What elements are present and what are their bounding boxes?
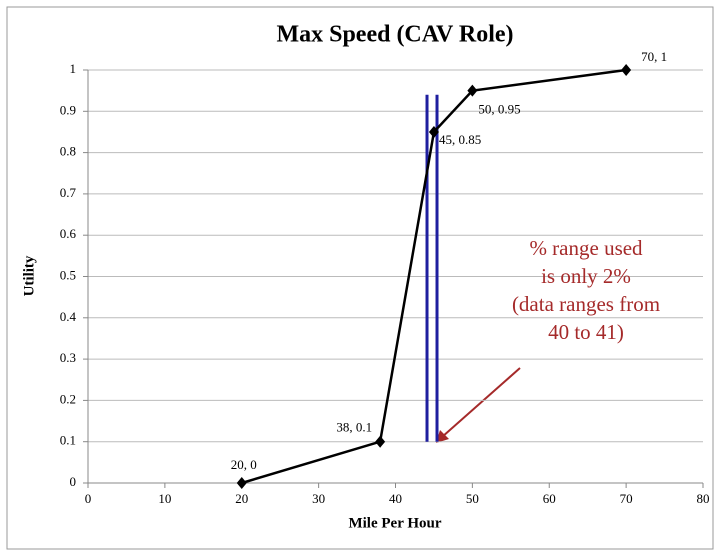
data-point	[428, 125, 439, 138]
x-tick-label: 0	[85, 491, 92, 506]
x-tick-label: 80	[697, 491, 710, 506]
y-tick-label: 0.8	[60, 144, 76, 159]
y-tick-label: 0.9	[60, 102, 76, 117]
x-tick-label: 50	[466, 491, 479, 506]
data-point	[236, 477, 247, 489]
x-tick-label: 20	[235, 491, 248, 506]
annotation-text: (data ranges from	[512, 292, 660, 316]
annotation-text: 40 to 41)	[548, 320, 624, 344]
y-tick-label: 1	[70, 61, 77, 76]
y-tick-label: 0.4	[60, 309, 77, 324]
annotation-arrowhead	[436, 430, 449, 443]
y-tick-label: 0.2	[60, 391, 76, 406]
y-tick-label: 0.1	[60, 433, 76, 448]
x-tick-label: 60	[543, 491, 556, 506]
data-label: 38, 0.1	[336, 420, 372, 435]
data-label: 70, 1	[641, 49, 667, 64]
data-label: 20, 0	[231, 457, 257, 472]
y-tick-label: 0.6	[60, 226, 77, 241]
x-axis-label: Mile Per Hour	[348, 515, 441, 531]
x-tick-label: 40	[389, 491, 402, 506]
x-tick-label: 10	[158, 491, 171, 506]
data-point	[375, 435, 386, 448]
annotation-arrow	[441, 367, 521, 438]
annotation-text: is only 2%	[541, 264, 631, 288]
chart-border	[6, 6, 714, 550]
annotation-text: % range used	[529, 236, 643, 260]
x-tick-label: 30	[312, 491, 325, 506]
data-label: 50, 0.95	[478, 102, 520, 117]
chart-title: Max Speed (CAV Role)	[276, 22, 513, 48]
y-axis-label: Utility	[21, 255, 37, 296]
y-tick-label: 0.3	[60, 350, 76, 365]
x-tick-label: 70	[620, 491, 633, 506]
y-tick-label: 0.5	[60, 267, 76, 282]
data-point	[467, 84, 478, 97]
data-point	[621, 64, 632, 76]
y-tick-label: 0	[70, 474, 77, 489]
y-tick-label: 0.7	[60, 185, 77, 200]
data-label: 45, 0.85	[439, 132, 481, 147]
